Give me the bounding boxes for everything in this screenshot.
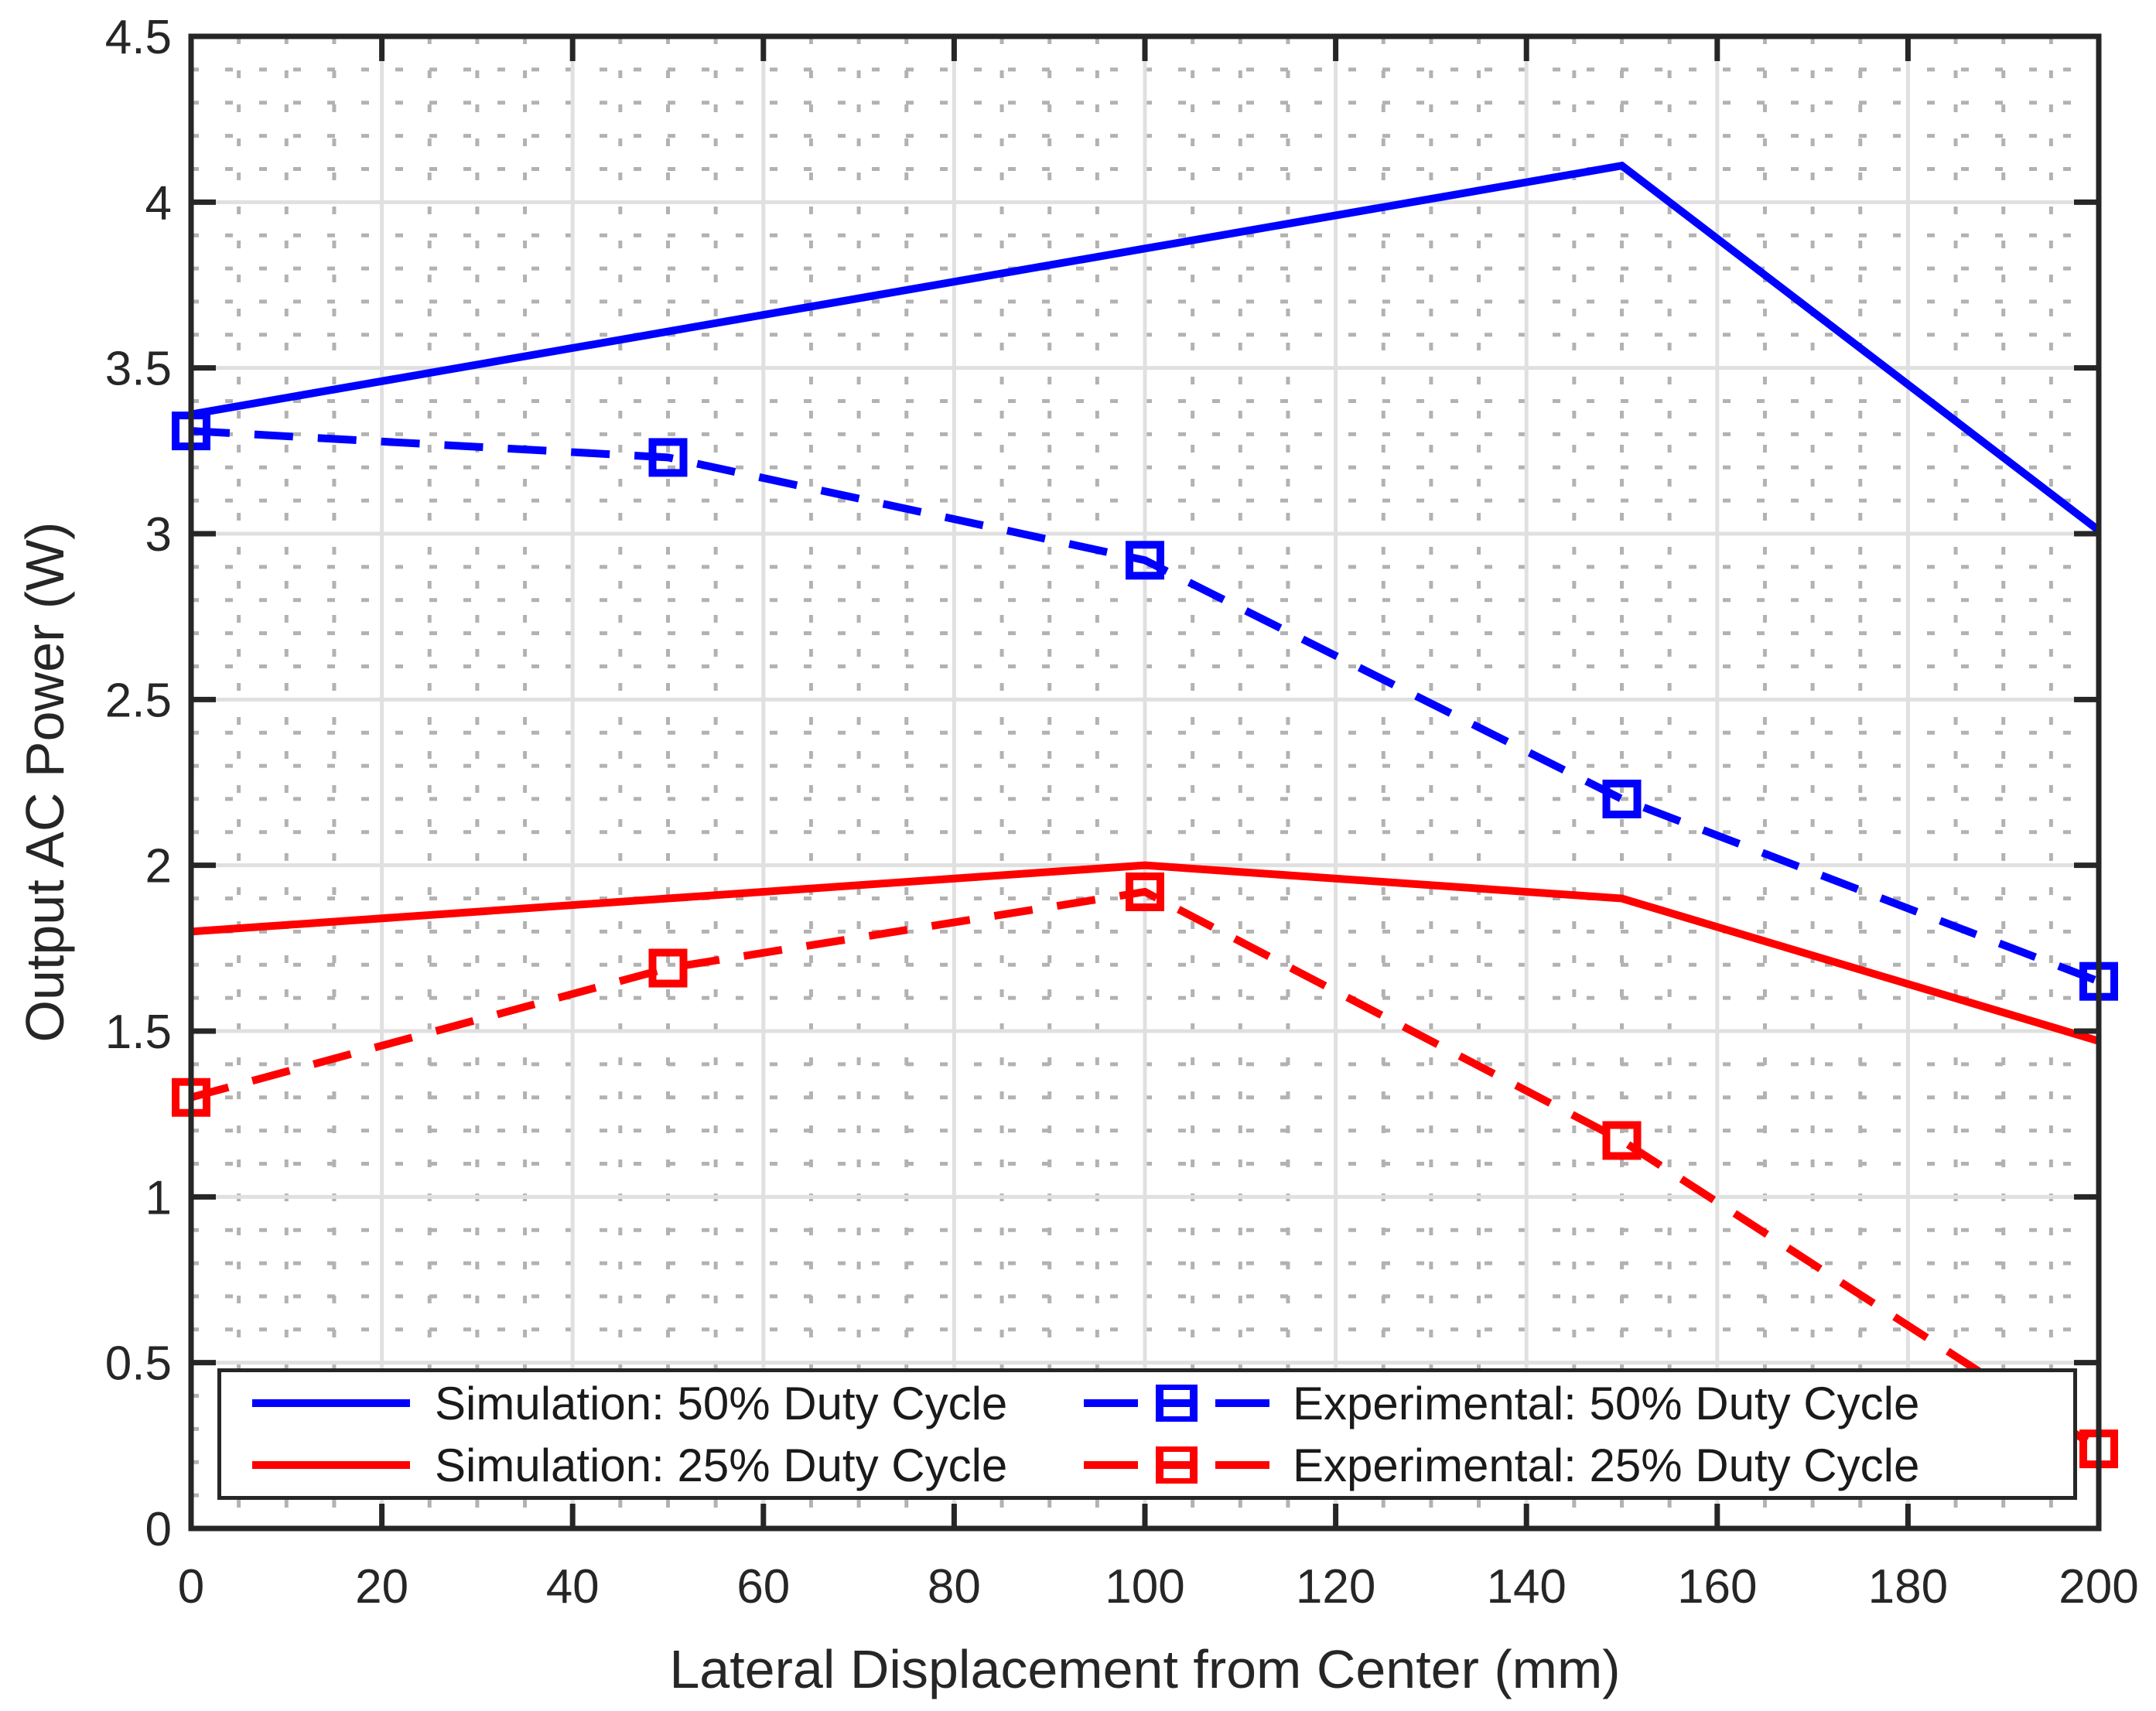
x-tick-label: 20	[355, 1560, 408, 1614]
series-line-3	[190, 887, 2101, 1453]
series-3-marker	[648, 948, 688, 988]
legend-label: Simulation: 25% Duty Cycle	[435, 1439, 1008, 1491]
x-tick-label: 200	[2059, 1560, 2138, 1614]
legend: Simulation: 50% Duty Cycle Experimental:…	[217, 1368, 2077, 1500]
y-tick-label: 4.5	[105, 11, 172, 64]
y-tick-label: 3	[145, 508, 172, 562]
series-3-marker	[1126, 872, 1164, 911]
y-tick-label: 3.5	[105, 343, 172, 396]
x-tick-label: 160	[1677, 1560, 1757, 1614]
y-tick-label: 4	[145, 176, 172, 230]
series-1-marker	[1126, 541, 1164, 580]
x-tick-label: 0	[178, 1560, 204, 1614]
y-axis-label: Output AC Power (W)	[15, 521, 75, 1043]
x-axis-label: Lateral Displacement from Center (mm)	[669, 1639, 1621, 1699]
x-tick-label: 60	[736, 1560, 790, 1614]
y-tick-label: 1.5	[105, 1006, 172, 1059]
dashed-square-swatch-blue	[1084, 1385, 1269, 1422]
x-tick-label: 40	[546, 1560, 600, 1614]
legend-item-experimental-50: Experimental: 50% Duty Cycle	[1082, 1377, 2073, 1430]
x-tick-label: 80	[928, 1560, 981, 1614]
legend-item-experimental-25: Experimental: 25% Duty Cycle	[1082, 1439, 2073, 1492]
series-1-marker	[648, 438, 688, 477]
legend-label: Experimental: 50% Duty Cycle	[1293, 1377, 1920, 1429]
legend-label: Experimental: 25% Duty Cycle	[1293, 1439, 1920, 1491]
solid-line-swatch-red	[252, 1461, 410, 1469]
series-line-0	[190, 161, 2102, 534]
y-tick-label: 0	[145, 1503, 172, 1556]
x-tick-label: 180	[1868, 1560, 1948, 1614]
legend-item-simulation-50: Simulation: 50% Duty Cycle	[251, 1377, 1082, 1430]
dashed-square-swatch-red	[1084, 1446, 1269, 1484]
x-tick-label: 120	[1296, 1560, 1375, 1614]
x-tick-label: 100	[1105, 1560, 1184, 1614]
legend-label: Simulation: 50% Duty Cycle	[435, 1377, 1008, 1429]
y-tick-label: 0.5	[105, 1337, 172, 1391]
series-line-1	[190, 427, 2100, 985]
solid-line-swatch-blue	[252, 1399, 410, 1407]
y-tick-label: 1	[145, 1171, 172, 1224]
series-line-2	[190, 861, 2100, 1045]
series-1-marker	[1602, 779, 1642, 818]
x-tick-label: 140	[1486, 1560, 1566, 1614]
y-tick-label: 2	[145, 840, 172, 893]
legend-item-simulation-25: Simulation: 25% Duty Cycle	[251, 1439, 1082, 1492]
y-tick-label: 2.5	[105, 674, 172, 727]
series-3-marker	[1602, 1121, 1642, 1160]
